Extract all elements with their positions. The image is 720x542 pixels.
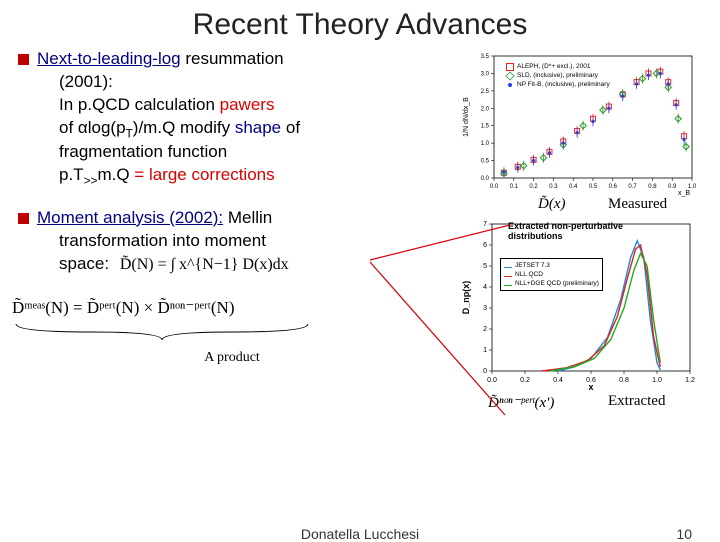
annot-measured: Measured <box>608 196 667 213</box>
svg-text:0.8: 0.8 <box>648 184 657 190</box>
formula-meas: D̃ᵐᵉᵃˢ(N) = D̃ᵖᵉʳᵗ(N) × D̃ⁿᵒⁿ⁻ᵖᵉʳᵗ(N) <box>12 297 452 320</box>
svg-text:x_B: x_B <box>678 190 690 197</box>
svg-text:1.0: 1.0 <box>652 377 662 384</box>
b1-l5b: m.Q <box>97 165 134 184</box>
svg-text:2.5: 2.5 <box>481 89 490 95</box>
b1-l3a: of αlog(p <box>59 118 126 137</box>
b2-tail: Mellin <box>223 208 272 227</box>
right-column: 0.0 0.1 0.2 0.3 0.4 0.5 0.6 0.7 0.8 0.9 1.0 0.0 0.5 1… <box>452 48 702 417</box>
bullet-2: Moment analysis (2002): Mellin transform… <box>18 207 452 276</box>
content-area: Next-to-leading-log resummation (2001): … <box>0 42 720 417</box>
b1-l3b: shape <box>235 118 281 137</box>
slide-title: Recent Theory Advances <box>0 0 720 42</box>
svg-text:2.0: 2.0 <box>481 106 490 112</box>
svg-text:7: 7 <box>483 221 487 228</box>
svg-text:4: 4 <box>483 284 487 291</box>
b1-l3a-sub: T <box>126 126 133 140</box>
annot-extracted: Extracted <box>608 393 665 410</box>
b2-l1: transformation into moment <box>59 230 452 253</box>
svg-text:0.3: 0.3 <box>549 184 558 190</box>
svg-text:3.0: 3.0 <box>481 71 490 77</box>
chart-1-legend: ALEPH, (D*+ excl.), 2001 SLD, (inclusive… <box>506 62 610 89</box>
annot-dnonpert: D̃ⁿᵒⁿ⁻ᵖᵉʳᵗ(x') <box>488 393 554 412</box>
svg-text:0.2: 0.2 <box>520 377 530 384</box>
svg-text:0.0: 0.0 <box>487 377 497 384</box>
brace-icon <box>12 320 312 346</box>
svg-text:0.5: 0.5 <box>481 159 490 165</box>
svg-text:D_np(x): D_np(x) <box>461 281 471 315</box>
svg-text:0.7: 0.7 <box>628 184 637 190</box>
chart-2-title: Extracted non-perturbative distributions <box>508 222 628 242</box>
svg-text:1.5: 1.5 <box>481 124 490 130</box>
svg-text:0.6: 0.6 <box>609 184 618 190</box>
b2-l2: space: <box>59 254 109 273</box>
svg-text:0.4: 0.4 <box>569 184 578 190</box>
svg-text:0.4: 0.4 <box>553 377 563 384</box>
b1-l2b: pawers <box>220 95 275 114</box>
b1-head-a: Next-to-leading-log <box>37 49 181 68</box>
svg-text:x: x <box>588 382 593 392</box>
chart-2-legend: JETSET 7.3 NLL QCD NLL+DGE QCD (prelimin… <box>500 258 603 291</box>
svg-text:2: 2 <box>483 326 487 333</box>
annot-dbar: D̃(x) <box>538 196 565 213</box>
svg-text:3.5: 3.5 <box>481 54 490 60</box>
b1-head-b: resummation <box>181 49 284 68</box>
svg-text:6: 6 <box>483 242 487 249</box>
svg-text:0.0: 0.0 <box>490 184 499 190</box>
left-column: Next-to-leading-log resummation (2001): … <box>18 48 452 417</box>
svg-text:3: 3 <box>483 305 487 312</box>
chart-2: 0.00.20.40.60.81.01.201234567xD_np(x) JE… <box>458 218 698 393</box>
svg-text:5: 5 <box>483 263 487 270</box>
svg-text:0.5: 0.5 <box>589 184 598 190</box>
formula-inline: D̃(N) = ∫ x^{N−1} D(x)dx <box>114 256 289 273</box>
svg-text:0.2: 0.2 <box>529 184 538 190</box>
b1-l3a-tail: )/m.Q modify <box>133 118 235 137</box>
b2-head: Moment analysis (2002): <box>37 208 223 227</box>
b1-l5c: = large corrections <box>134 165 274 184</box>
b1-l4: fragmentation function <box>59 141 452 164</box>
bullet-1: Next-to-leading-log resummation (2001): … <box>18 48 452 189</box>
bullet-icon <box>18 54 29 65</box>
svg-text:1.2: 1.2 <box>685 377 695 384</box>
b1-l5a: p.T <box>59 165 84 184</box>
chart-1: 0.0 0.1 0.2 0.3 0.4 0.5 0.6 0.7 0.8 0.9 1.0 0.0 0.5 1… <box>458 48 698 198</box>
bullet-icon <box>18 213 29 224</box>
svg-text:0.9: 0.9 <box>668 184 677 190</box>
brace-label: A product <box>12 349 452 368</box>
b1-l1: (2001): <box>59 71 452 94</box>
b1-l2a: In p.QCD calculation <box>59 95 220 114</box>
svg-text:1: 1 <box>483 347 487 354</box>
svg-text:0.8: 0.8 <box>619 377 629 384</box>
svg-text:0.1: 0.1 <box>510 184 519 190</box>
svg-text:0.0: 0.0 <box>481 176 490 182</box>
svg-text:1.0: 1.0 <box>481 141 490 147</box>
b1-l3c: of <box>281 118 300 137</box>
svg-text:0: 0 <box>483 368 487 375</box>
b1-l5asub: >> <box>84 174 98 188</box>
svg-text:1/N dN/dx_B: 1/N dN/dx_B <box>463 97 470 137</box>
